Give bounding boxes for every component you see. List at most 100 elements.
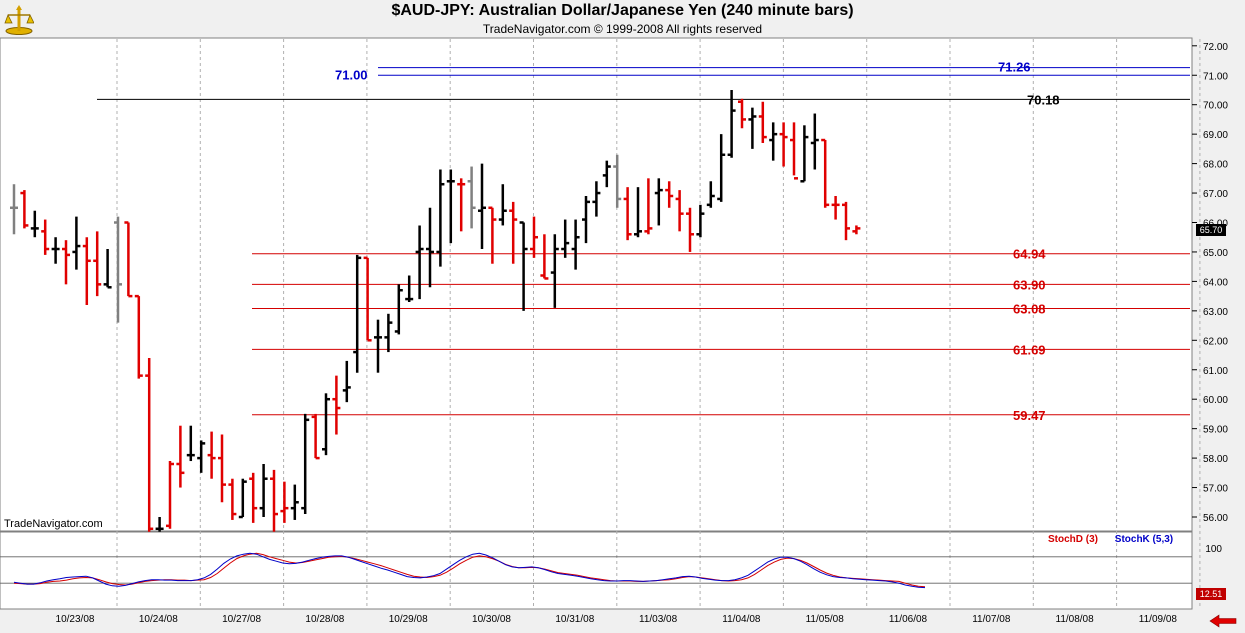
- ohlc-bar: [426, 207, 434, 288]
- ohlc-bar: [696, 204, 705, 238]
- ohlc-bar: [270, 469, 278, 532]
- ohlc-bar: [852, 225, 861, 235]
- ohlc-bar: [727, 89, 736, 158]
- ohlc-bar: [478, 163, 486, 250]
- x-tick-label: 10/28/08: [305, 614, 344, 625]
- ohlc-bar: [218, 434, 226, 503]
- ohlc-bar: [613, 154, 622, 208]
- ohlc-bar: [571, 219, 580, 270]
- ohlc-bar: [457, 178, 466, 232]
- ohlc-bar: [394, 284, 403, 335]
- ohlc-bar: [706, 181, 715, 208]
- ohlc-bar: [831, 195, 840, 220]
- x-tick-label: 10/30/08: [472, 614, 511, 625]
- ohlc-bar: [93, 231, 102, 297]
- y-tick-label: 56.00: [1203, 513, 1228, 524]
- ohlc-bar: [176, 425, 185, 488]
- ohlc-bar: [134, 294, 143, 379]
- ohlc-bar: [207, 431, 216, 479]
- ohlc-bar: [363, 256, 372, 342]
- ohlc-bar: [342, 360, 351, 403]
- stoch-panel: [0, 531, 1193, 610]
- y-tick-label: 61.00: [1203, 366, 1228, 377]
- ohlc-bar: [810, 113, 819, 170]
- y-tick-label: 69.00: [1203, 130, 1228, 141]
- ohlc-bar: [62, 240, 70, 285]
- ohlc-bar: [290, 484, 299, 520]
- y-tick-label: 62.00: [1203, 336, 1228, 347]
- ohlc-bar: [540, 234, 549, 280]
- x-tick-label: 11/07/08: [972, 614, 1011, 625]
- trade-navigator-logo-icon: [4, 3, 35, 35]
- ohlc-bar: [665, 181, 674, 208]
- ohlc-bar: [717, 134, 726, 202]
- level-label: 70.18: [1027, 92, 1060, 107]
- last-price-badge: 65.70: [1196, 224, 1226, 236]
- ohlc-bar: [686, 207, 694, 252]
- ohlc-bar: [498, 184, 507, 226]
- ohlc-bar: [238, 478, 247, 519]
- y-tick-label: 68.00: [1203, 160, 1228, 171]
- ohlc-bar: [51, 237, 60, 264]
- ohlc-bar: [249, 472, 258, 523]
- x-tick-label: 11/03/08: [639, 614, 678, 625]
- x-tick-label: 10/24/08: [139, 614, 178, 625]
- ohlc-bar: [634, 187, 642, 238]
- ohlc-bar: [20, 190, 29, 229]
- watermark: TradeNavigator.com: [4, 518, 103, 530]
- x-tick-label: 11/06/08: [889, 614, 928, 625]
- ohlc-bar: [82, 237, 91, 305]
- ohlc-bar: [582, 195, 590, 244]
- ohlc-bar: [41, 219, 50, 255]
- x-tick-label: 10/27/08: [222, 614, 261, 625]
- chart-title: $AUD-JPY: Australian Dollar/Japanese Yen…: [391, 2, 854, 19]
- ohlc-bar: [561, 219, 570, 258]
- level-label: 71.26: [998, 60, 1031, 75]
- ohlc-bar: [738, 98, 746, 129]
- x-tick-label: 11/04/08: [722, 614, 761, 625]
- legend-stochd: StochD (3): [1048, 534, 1098, 545]
- ohlc-bar: [322, 393, 330, 456]
- ohlc-bar: [436, 169, 445, 267]
- ohlc-bar: [374, 319, 382, 373]
- x-tick-label: 11/05/08: [806, 614, 845, 625]
- chart-subtitle: TradeNavigator.com © 1999-2008 All right…: [482, 22, 763, 36]
- level-label: 63.08: [1013, 301, 1046, 316]
- x-tick-label: 11/08/08: [1056, 614, 1095, 625]
- ohlc-bar: [550, 234, 559, 308]
- y-tick-label: 72.00: [1203, 42, 1228, 53]
- ohlc-bar: [259, 463, 268, 517]
- x-tick-label: 10/29/08: [389, 614, 428, 625]
- scroll-left-arrow-icon[interactable]: [1208, 614, 1238, 628]
- ohlc-bar: [197, 440, 206, 473]
- ohlc-bar: [332, 375, 341, 435]
- ohlc-bar: [654, 178, 663, 226]
- ohlc-bar: [353, 254, 362, 373]
- y-tick-label: 57.00: [1203, 484, 1228, 495]
- stoch-legend: StochD (3) StochK (5,3): [1048, 534, 1173, 545]
- level-label: 63.90: [1013, 277, 1046, 292]
- ohlc-bar: [519, 221, 528, 311]
- ohlc-bar: [488, 206, 497, 264]
- ohlc-bar: [467, 166, 476, 229]
- ohlc-bar: [72, 216, 81, 270]
- ohlc-bar: [821, 138, 830, 208]
- y-tick-label: 67.00: [1203, 189, 1228, 200]
- y-tick-label: 64.00: [1203, 277, 1228, 288]
- last-stoch-badge: 12.51: [1196, 588, 1226, 600]
- ohlc-bar: [842, 201, 850, 241]
- level-label: 61.69: [1013, 342, 1046, 357]
- ohlc-bar: [446, 169, 455, 244]
- ohlc-bar: [228, 478, 237, 520]
- ohlc-bar: [124, 221, 133, 298]
- y-tick-label: 71.00: [1203, 71, 1228, 82]
- y-tick-label: 70.00: [1203, 101, 1228, 112]
- ohlc-bar: [10, 184, 18, 235]
- ohlc-bar: [530, 216, 538, 258]
- stochk-line: [13, 552, 926, 589]
- ohlc-bar: [623, 187, 632, 241]
- stoch-y-tick-label: 100: [1205, 544, 1222, 555]
- ohlc-bar: [769, 122, 778, 161]
- ohlc-bar: [748, 107, 757, 149]
